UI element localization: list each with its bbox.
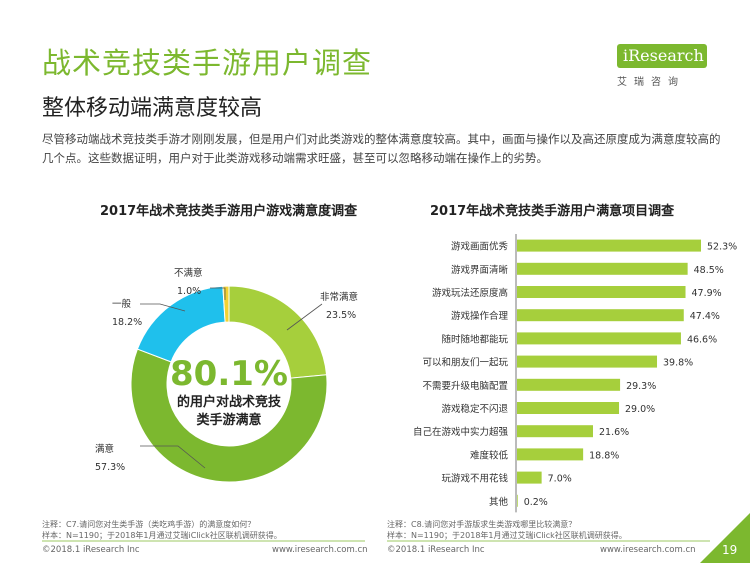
page-number: 19 — [722, 543, 738, 557]
bar-category-11: 玩游戏不用花钱 — [441, 473, 508, 485]
donut-center-value: 80.1% — [170, 354, 288, 394]
right-source-note: 注释：C8.请问您对手游版求生类游戏哪里比较满意？ 样本：N=1190；于201… — [387, 520, 627, 540]
intro-paragraph: 尽管移动端战术竞技类手游才刚刚发展，但是用户们对此类游戏的整体满意度较高。其中，… — [42, 132, 721, 165]
left-source-note: 注释：C7.请问您对生类手游（类吃鸡手游）的满意度如何？ 样本：N=1190；于… — [42, 520, 282, 540]
donut-label-1: 非常满意 — [320, 291, 358, 303]
page-corner-triangle — [700, 513, 750, 563]
footer-copyright-right: ©2018.1 iResearch Inc — [387, 545, 485, 555]
bar-7 — [517, 378, 621, 391]
bar-category-4: 游戏操作合理 — [451, 310, 509, 322]
page-title: 战术竞技类手游用户调查 — [42, 46, 373, 80]
donut-value-1: 23.5% — [326, 310, 356, 321]
bar-value-5: 46.6% — [687, 334, 717, 345]
bar-chart-title: 2017年战术竞技类手游用户满意项目调查 — [430, 204, 675, 219]
donut-slice-3 — [136, 285, 226, 363]
bar-10 — [517, 448, 584, 461]
donut-value-2: 57.3% — [95, 462, 125, 473]
bar-value-10: 18.8% — [589, 450, 619, 461]
bar-category-8: 游戏稳定不闪退 — [441, 403, 508, 415]
footer-url-right: www.iresearch.com.cn — [600, 545, 696, 555]
bar-11 — [517, 471, 542, 484]
donut-chart-title: 2017年战术竞技类手游用户游戏满意度调查 — [100, 204, 358, 219]
bar-3 — [517, 286, 686, 298]
bar-6 — [517, 355, 658, 368]
bar-category-10: 难度较低 — [470, 449, 509, 461]
bar-12 — [517, 494, 518, 507]
bar-category-1: 游戏画面优秀 — [451, 241, 509, 253]
page-subtitle: 整体移动端满意度较高 — [42, 96, 263, 121]
bar-8 — [517, 402, 620, 414]
bar-category-7: 不需要升级电脑配置 — [422, 380, 508, 392]
bar-category-2: 游戏界面清晰 — [451, 264, 509, 276]
bar-9 — [517, 425, 593, 438]
bar-value-8: 29.0% — [625, 404, 655, 415]
bar-category-9: 自己在游戏中实力超强 — [413, 426, 509, 438]
donut-center-label: 的用户对战术竞技类手游满意 — [176, 395, 281, 428]
donut-value-4: 1.0% — [177, 286, 201, 297]
bar-value-6: 39.8% — [663, 358, 693, 369]
logo-brand: iResearch — [617, 44, 707, 68]
bar-4 — [517, 309, 684, 322]
bar-value-9: 21.6% — [599, 427, 629, 438]
bar-value-12: 0.2% — [524, 497, 548, 508]
donut-leader-2 — [140, 445, 206, 469]
bar-category-12: 其他 — [489, 496, 509, 508]
iresearch-logo: iResearch 艾瑞咨询 — [617, 40, 717, 90]
donut-label-4: 不满意 — [174, 267, 203, 279]
bar-category-3: 游戏玩法还原度高 — [432, 287, 508, 299]
bar-5 — [517, 332, 681, 345]
bar-value-7: 29.3% — [626, 381, 656, 392]
bar-category-6: 可以和朋友们一起玩 — [422, 357, 508, 369]
bar-value-2: 48.5% — [694, 265, 724, 276]
footer-copyright-left: ©2018.1 iResearch Inc — [42, 545, 140, 555]
bar-value-1: 52.3% — [707, 242, 737, 253]
bar-category-5: 随时随地都能玩 — [441, 333, 508, 345]
footer-url-left: www.iresearch.com.cn — [272, 545, 368, 555]
donut-value-3: 18.2% — [112, 317, 142, 328]
logo-subtext: 艾瑞咨询 — [617, 77, 685, 88]
donut-leader-3 — [140, 303, 186, 312]
donut-label-3: 一般 — [112, 298, 132, 310]
donut-label-2: 满意 — [95, 443, 114, 455]
donut-slice-2 — [130, 348, 328, 483]
bar-value-11: 7.0% — [548, 474, 572, 485]
bar-value-4: 47.4% — [690, 311, 720, 322]
donut-leader-1 — [286, 303, 323, 331]
bar-2 — [517, 262, 688, 275]
bar-value-3: 47.9% — [692, 288, 722, 299]
donut-leader-4 — [210, 287, 226, 300]
bar-1 — [517, 239, 701, 252]
donut-slice-4 — [222, 285, 230, 323]
